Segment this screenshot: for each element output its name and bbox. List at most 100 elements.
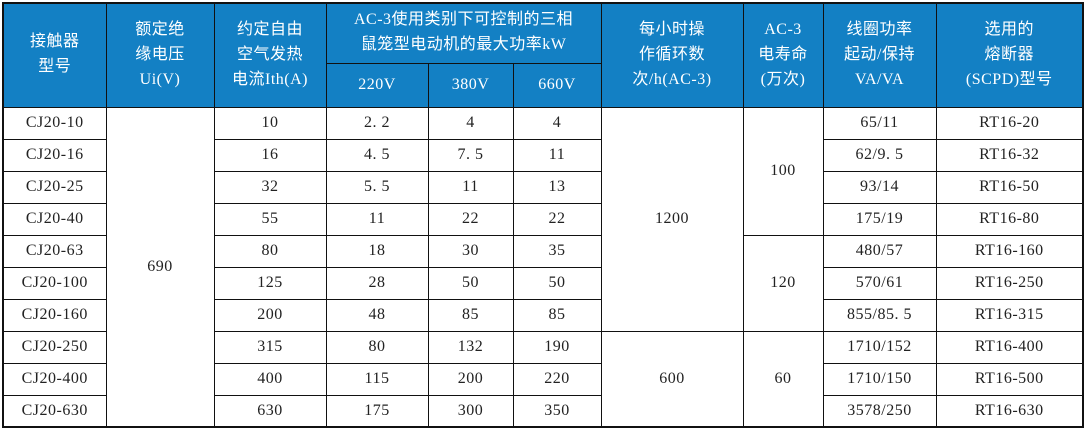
table-cell: 690: [105, 106, 215, 428]
table-cell: RT16-500: [935, 362, 1084, 396]
table-row: CJ20-25 32 5. 5 11 13 93/14 RT16-50: [2, 170, 1084, 204]
header-row: 220V 380V 660V: [3, 62, 1083, 108]
model-cell: CJ20-400: [2, 362, 107, 396]
table-row: CJ20-40 55 11 22 22 175/19 RT16-80: [2, 202, 1084, 236]
table-cell: 300: [427, 394, 514, 428]
table-cell: 570/61: [822, 266, 937, 300]
table-cell: RT16-80: [935, 202, 1084, 236]
col-ac3-electrical-life: AC-3 电寿命 (万次): [742, 2, 824, 108]
table-header: 接触器 型号 额定绝 缘电压 Ui(V) 约定自由 空气发热 电流Ith(A) AC-…: [2, 2, 1084, 108]
table-cell: 4: [512, 106, 602, 140]
table-cell: 35: [512, 234, 602, 268]
table-cell: 11: [512, 138, 602, 172]
table-cell: 175/19: [822, 202, 937, 236]
table-cell: 2. 2: [325, 106, 429, 140]
col-contactor-model: 接触器 型号: [2, 2, 107, 108]
table-cell: 28: [325, 266, 429, 300]
table-cell: 11: [325, 202, 429, 236]
table-cell: RT16-315: [935, 298, 1084, 332]
table-cell: 22: [427, 202, 514, 236]
table-cell: 855/85. 5: [822, 298, 937, 332]
table-cell: 7. 5: [427, 138, 514, 172]
table-cell: 16: [213, 138, 327, 172]
table-cell: 190: [512, 330, 602, 364]
table-row: CJ20-16 16 4. 5 7. 5 11 62/9. 5 RT16-32: [2, 138, 1084, 172]
table-cell: 80: [213, 234, 327, 268]
model-cell: CJ20-25: [2, 170, 107, 204]
col-rated-insulation-voltage: 额定绝 缘电压 Ui(V): [105, 2, 215, 108]
table-cell: 55: [213, 202, 327, 236]
table-cell: 32: [213, 170, 327, 204]
table-cell: 3578/250: [822, 394, 937, 428]
table-cell: 4: [427, 106, 514, 140]
table-cell: 480/57: [822, 234, 937, 268]
table-cell: 132: [427, 330, 514, 364]
table-row: CJ20-400 400 115 200 220 1710/150 RT16-500: [2, 362, 1084, 396]
table-body: CJ20-10 690 10 2. 2 4 4 1200 100 65/11 RT16-20 CJ2…: [2, 106, 1084, 428]
model-cell: CJ20-630: [2, 394, 107, 428]
col-ac3-max-motor-power-group: AC-3使用类别下可控制的三相 鼠笼型电动机的最大功率kW: [325, 2, 602, 64]
table-cell: RT16-50: [935, 170, 1084, 204]
table-cell: 85: [512, 298, 602, 332]
table-cell: 220: [512, 362, 602, 396]
model-cell: CJ20-40: [2, 202, 107, 236]
model-cell: CJ20-10: [2, 106, 107, 140]
table-cell: 350: [512, 394, 602, 428]
header-row: 接触器 型号 额定绝 缘电压 Ui(V) 约定自由 空气发热 电流Ith(A) AC-…: [2, 2, 1084, 108]
table-cell: 100: [742, 106, 824, 236]
table-cell: 5. 5: [325, 170, 429, 204]
table-cell: 50: [512, 266, 602, 300]
table-cell: 125: [213, 266, 327, 300]
table-cell: 50: [427, 266, 514, 300]
table-cell: 200: [427, 362, 514, 396]
table-cell: 600: [600, 330, 744, 428]
table-cell: RT16-400: [935, 330, 1084, 364]
table-cell: 11: [427, 170, 514, 204]
table-cell: 93/14: [822, 170, 937, 204]
col-220v: 220V: [325, 62, 429, 108]
table-cell: 400: [213, 362, 327, 396]
col-selected-fuse-scpd-model: 选用的 熔断器 (SCPD)型号: [935, 2, 1084, 108]
table-cell: 48: [325, 298, 429, 332]
table-cell: RT16-630: [935, 394, 1084, 428]
model-cell: CJ20-100: [2, 266, 107, 300]
table-cell: 18: [325, 234, 429, 268]
model-cell: CJ20-16: [2, 138, 107, 172]
table-row: CJ20-630 630 175 300 350 3578/250 RT16-630: [2, 394, 1084, 428]
table-cell: RT16-250: [935, 266, 1084, 300]
contactor-spec-table: 接触器 型号 额定绝 缘电压 Ui(V) 约定自由 空气发热 电流Ith(A) AC-…: [2, 2, 1084, 428]
table-cell: 4. 5: [325, 138, 429, 172]
table-cell: 13: [512, 170, 602, 204]
table-cell: 30: [427, 234, 514, 268]
table-cell: 60: [742, 330, 824, 428]
table-cell: 22: [512, 202, 602, 236]
table-cell: 10: [213, 106, 327, 140]
table-cell: RT16-160: [935, 234, 1084, 268]
col-conventional-free-air-thermal-current: 约定自由 空气发热 电流Ith(A): [213, 2, 327, 108]
table-row: CJ20-100 125 28 50 50 570/61 RT16-250: [2, 266, 1084, 300]
table-cell: 1710/152: [822, 330, 937, 364]
table-cell: 120: [742, 234, 824, 332]
table-cell: 115: [325, 362, 429, 396]
table-cell: 1710/150: [822, 362, 937, 396]
model-cell: CJ20-63: [2, 234, 107, 268]
table-cell: 175: [325, 394, 429, 428]
table-cell: RT16-20: [935, 106, 1084, 140]
col-380v: 380V: [427, 62, 514, 108]
table-cell: 200: [213, 298, 327, 332]
model-cell: CJ20-250: [2, 330, 107, 364]
col-coil-power-start-hold: 线圈功率 起动/保持 VA/VA: [822, 2, 937, 108]
table-row: CJ20-250 315 80 132 190 600 60 1710/152 RT16-400: [2, 330, 1084, 428]
table-cell: 65/11: [822, 106, 937, 140]
table-cell: 62/9. 5: [822, 138, 937, 172]
table-cell: 315: [213, 330, 327, 364]
table-row: CJ20-10 690 10 2. 2 4 4 1200 100 65/11 RT16-20: [2, 106, 1084, 428]
table-cell: 1200: [600, 106, 744, 332]
table-cell: 80: [325, 330, 429, 364]
table-cell: RT16-32: [935, 138, 1084, 172]
model-cell: CJ20-160: [2, 298, 107, 332]
table-cell: 630: [213, 394, 327, 428]
col-660v: 660V: [512, 62, 602, 108]
table-cell: 85: [427, 298, 514, 332]
